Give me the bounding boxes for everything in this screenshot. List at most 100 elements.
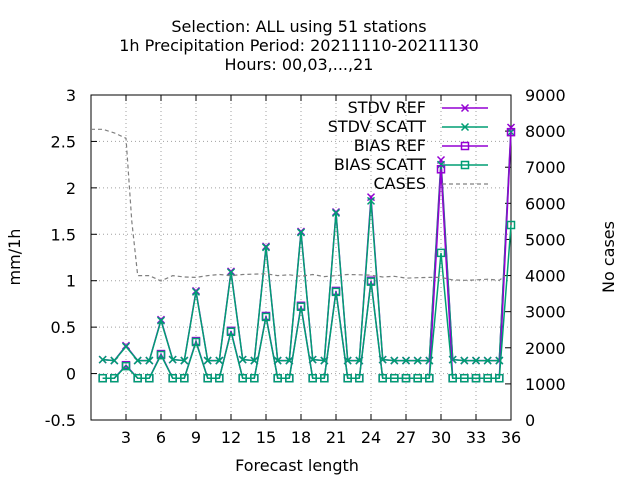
data-point <box>495 356 504 365</box>
data-point <box>133 356 142 365</box>
data-point <box>390 356 399 365</box>
data-point <box>355 373 364 383</box>
data-point <box>506 220 516 230</box>
data-point <box>168 355 177 364</box>
data-point <box>460 160 470 170</box>
y-tick-label: 0 <box>66 365 76 384</box>
y-tick-label: 2 <box>66 179 76 198</box>
y2-tick-label: 2000 <box>525 339 566 358</box>
series-bias-scatt <box>98 220 516 383</box>
data-point <box>191 337 201 347</box>
data-point <box>483 356 492 365</box>
x-tick-label: 36 <box>501 428 521 447</box>
data-point <box>460 373 469 383</box>
data-point <box>296 302 306 311</box>
data-point <box>180 356 189 365</box>
data-point <box>261 243 271 252</box>
data-point <box>436 160 446 169</box>
data-point <box>320 373 329 383</box>
x-tick-label: 30 <box>431 428 451 447</box>
data-point <box>156 316 166 325</box>
data-point <box>98 355 107 364</box>
data-point <box>390 373 399 383</box>
data-point <box>483 373 492 383</box>
data-point <box>366 277 376 286</box>
chart-title-line: 1h Precipitation Period: 20211110-202111… <box>119 36 479 55</box>
data-point <box>191 287 201 296</box>
x-tick-label: 27 <box>396 428 416 447</box>
data-point <box>285 373 294 383</box>
x-tick-label: 6 <box>156 428 166 447</box>
y2-tick-label: 0 <box>525 411 535 430</box>
axis-ticks <box>91 94 512 421</box>
y2-tick-label: 1000 <box>525 375 566 394</box>
data-point <box>343 373 352 383</box>
data-point <box>238 373 247 383</box>
y-tick-label: -0.5 <box>45 411 76 430</box>
y2-tick-label: 6000 <box>525 194 566 213</box>
data-point <box>121 342 131 351</box>
y-tick-label: 1 <box>66 272 76 291</box>
y2-tick-label: 3000 <box>525 303 566 322</box>
data-point <box>460 141 470 151</box>
data-point <box>110 356 119 365</box>
data-point <box>471 356 481 365</box>
legend-label: BIAS REF <box>354 136 426 155</box>
y-tick-label: 2.5 <box>51 132 76 151</box>
x-tick-label: 12 <box>221 428 241 447</box>
data-point <box>460 103 470 113</box>
x-tick-label: 24 <box>361 428 381 447</box>
data-point <box>495 373 504 383</box>
data-point <box>308 373 317 383</box>
x-tick-label: 15 <box>256 428 276 447</box>
data-point <box>215 373 224 383</box>
data-point <box>460 356 469 365</box>
legend-item: STDV SCATT <box>328 117 488 136</box>
legend-label: STDV REF <box>348 98 426 117</box>
y-tick-label: 1.5 <box>51 225 76 244</box>
data-point <box>156 350 166 360</box>
y-tick-label: 3 <box>66 86 76 105</box>
y2-tick-label: 8000 <box>525 122 566 141</box>
data-point <box>168 373 177 383</box>
data-point <box>250 373 259 383</box>
data-point <box>215 356 224 365</box>
data-point <box>110 373 119 383</box>
data-point <box>238 355 247 364</box>
data-point <box>436 165 446 174</box>
data-point <box>506 127 516 137</box>
data-point <box>413 356 422 365</box>
grid <box>91 94 512 421</box>
x-axis-label: Forecast length <box>235 456 359 475</box>
data-point <box>296 228 306 237</box>
data-point <box>203 373 212 383</box>
series-lines <box>91 123 516 383</box>
y2-tick-label: 9000 <box>525 86 566 105</box>
y2-tick-labels: 0 1000 2000 3000 4000 5000 6000 7000 8000 9000 <box>525 86 566 430</box>
data-point <box>203 356 212 365</box>
data-point <box>121 361 131 371</box>
x-tick-label: 18 <box>291 428 311 447</box>
data-point <box>180 373 189 383</box>
data-point <box>366 196 376 205</box>
x-tick-labels: 3 6 9 12 15 18 21 24 27 30 33 36 <box>121 428 521 447</box>
data-point <box>331 208 341 217</box>
data-point <box>378 373 387 383</box>
legend-label: CASES <box>373 174 426 193</box>
legend-label: BIAS SCATT <box>334 155 426 174</box>
data-point <box>98 373 107 383</box>
y2-tick-label: 5000 <box>525 230 566 249</box>
data-point <box>401 356 411 365</box>
data-point <box>460 122 470 132</box>
x-tick-label: 33 <box>466 428 486 447</box>
series-line <box>91 128 506 282</box>
legend-label: STDV SCATT <box>328 117 427 136</box>
data-point <box>471 373 481 383</box>
data-point <box>226 268 236 277</box>
chart-title-line: Hours: 00,03,...,21 <box>225 55 374 74</box>
legend-item: BIAS SCATT <box>334 155 488 174</box>
data-point <box>273 373 282 383</box>
y-axis-label: mm/1h <box>5 229 24 286</box>
